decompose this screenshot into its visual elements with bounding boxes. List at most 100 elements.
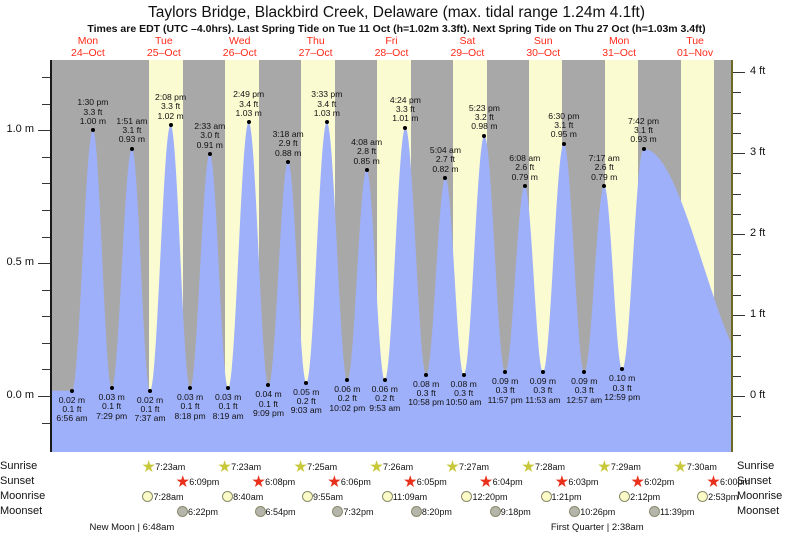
low-tide-m: 0.05 m xyxy=(293,386,320,397)
moonrise-label-right: Moonrise xyxy=(737,490,783,502)
high-tide-dot-6 xyxy=(324,120,329,125)
low-tide-time: 9:09 pm xyxy=(252,407,284,418)
moonset-entry-3: 8:20pm xyxy=(410,505,452,520)
high-tide-ft: 3.4 ft xyxy=(317,98,337,109)
high-tide-ft: 3.3 ft xyxy=(395,103,415,114)
day-header-4: Fri 28–Oct xyxy=(354,35,430,59)
sunrise-time: 7:23am xyxy=(231,462,262,473)
tide-area xyxy=(50,122,733,452)
moonrise-time: 8:40am xyxy=(233,492,264,503)
low-tide-dot-13 xyxy=(582,370,587,375)
high-tide-dot-14 xyxy=(641,146,646,151)
high-tide-m: 1.00 m xyxy=(79,115,107,126)
moonset-label-right: Moonset xyxy=(737,505,780,517)
sunset-time: 6:08pm xyxy=(265,477,296,488)
high-tide-m: 1.01 m xyxy=(392,113,419,124)
sunset-label-left: Sunset xyxy=(0,475,35,487)
y-tick-ft-3 xyxy=(733,153,745,154)
day-header-date: 28–Oct xyxy=(374,46,409,59)
moonset-time: 6:54pm xyxy=(265,507,296,518)
low-tide-dot-2 xyxy=(148,388,153,393)
moonrise-icon xyxy=(461,491,473,503)
high-tide-label-12: 6:30 pm 3.1 ft 0.95 m xyxy=(534,111,594,140)
sunrise-entry-5: 7:28am xyxy=(522,460,565,475)
high-tide-dot-8 xyxy=(403,125,408,130)
sunset-entry-5: 6:03pm xyxy=(555,475,598,490)
high-tide-label-4: 2:49 pm 3.4 ft 1.03 m xyxy=(219,89,279,118)
high-tide-m: 0.79 m xyxy=(591,171,618,182)
y-tick-m-0.2 xyxy=(42,342,50,344)
sunrise-icon xyxy=(446,460,459,472)
low-tide-ft: 0.2 ft xyxy=(337,393,357,404)
moonrise-time: 2:53pm xyxy=(708,492,739,503)
low-tide-time: 6:56 am xyxy=(56,413,88,424)
moonset-icon xyxy=(176,506,188,518)
sunrise-time: 7:26am xyxy=(383,462,414,473)
low-tide-m: 0.03 m xyxy=(98,392,125,403)
low-tide-ft: 0.2 ft xyxy=(375,393,395,404)
high-tide-label-5: 3:18 am 2.9 ft 0.88 m xyxy=(258,129,318,158)
high-tide-time: 2:08 pm xyxy=(155,91,187,102)
y-tick-ft-0.5 xyxy=(733,355,741,357)
y-tick-m-1.2 xyxy=(42,77,50,79)
high-tide-dot-7 xyxy=(364,168,369,173)
moonrise-icon xyxy=(302,491,314,503)
low-tide-dot-10 xyxy=(461,372,466,377)
high-tide-m: 1.02 m xyxy=(157,110,184,121)
day-header-dow: Tue xyxy=(154,35,173,47)
y-label-ft-3: 1 ft xyxy=(750,308,766,320)
high-tide-ft: 2.7 ft xyxy=(435,154,455,165)
moonset-time: 9:18pm xyxy=(500,507,531,518)
sunrise-icon xyxy=(674,460,687,472)
high-tide-m: 1.03 m xyxy=(235,107,262,118)
y-tick-m-0.0 xyxy=(38,396,50,397)
low-tide-dot-12 xyxy=(540,370,545,375)
day-header-date: 24–Oct xyxy=(71,46,105,59)
sunrise-entry-4: 7:27am xyxy=(446,460,489,475)
moonrise-time: 7:28am xyxy=(153,492,184,503)
low-tide-dot-8 xyxy=(382,378,387,383)
high-tide-ft: 2.6 ft xyxy=(594,162,614,173)
sunset-time: 6:05pm xyxy=(416,477,447,488)
low-tide-ft: 0.1 ft xyxy=(102,401,122,412)
day-header-7: Mon 31–Oct xyxy=(581,35,657,59)
high-tide-label-2: 2:08 pm 3.3 ft 1.02 m xyxy=(141,91,201,121)
high-tide-time: 1:51 am xyxy=(116,115,148,126)
moonset-time: 6:22pm xyxy=(187,507,218,518)
sunset-icon xyxy=(328,475,341,487)
high-tide-ft: 2.6 ft xyxy=(515,162,535,173)
high-tide-dot-3 xyxy=(207,152,212,157)
low-tide-label-1: 0.03 m 0.1 ft 7:29 pm xyxy=(82,392,142,421)
y-tick-ft-2.75 xyxy=(733,173,741,175)
high-tide-label-8: 4:24 pm 3.3 ft 1.01 m xyxy=(375,95,435,124)
moonset-entry-5: 10:26pm xyxy=(569,505,615,520)
high-tide-time: 1:30 pm xyxy=(77,97,109,108)
day-header-date: 30–Oct xyxy=(526,46,561,59)
day-header-date: 31–Oct xyxy=(602,46,637,59)
y-tick-ft--0.25 xyxy=(733,416,741,418)
moon-phase-0: New Moon | 6:48am xyxy=(89,522,175,533)
sunrise-entry-1: 7:23am xyxy=(218,460,261,475)
low-tide-m: 0.09 m xyxy=(529,376,557,387)
high-tide-m: 0.93 m xyxy=(630,134,657,145)
high-tide-dot-10 xyxy=(482,133,487,138)
y-tick-ft-1.5 xyxy=(733,274,741,276)
high-tide-time: 5:23 pm xyxy=(468,102,500,113)
high-tide-dot-4 xyxy=(246,120,251,125)
moonset-entry-1: 6:54pm xyxy=(254,505,296,520)
y-label-ft-0: 4 ft xyxy=(750,65,766,77)
high-tide-dot-5 xyxy=(286,160,291,165)
day-header-dow: Thu xyxy=(306,35,325,47)
moonset-label-left: Moonset xyxy=(0,505,43,517)
low-tide-ft: 0.3 ft xyxy=(454,388,474,399)
low-tide-ft: 0.1 ft xyxy=(218,401,238,412)
low-tide-time: 9:53 am xyxy=(369,402,401,413)
low-tide-time: 12:59 pm xyxy=(604,392,641,403)
sunset-icon xyxy=(176,475,190,487)
high-tide-time: 4:08 am xyxy=(351,137,383,148)
low-tide-dot-3 xyxy=(188,386,193,391)
day-header-5: Sat 29–Oct xyxy=(429,35,505,59)
moonset-entry-4: 9:18pm xyxy=(489,505,531,520)
sunset-time: 6:06pm xyxy=(340,477,371,488)
low-tide-ft: 0.1 ft xyxy=(140,403,160,414)
